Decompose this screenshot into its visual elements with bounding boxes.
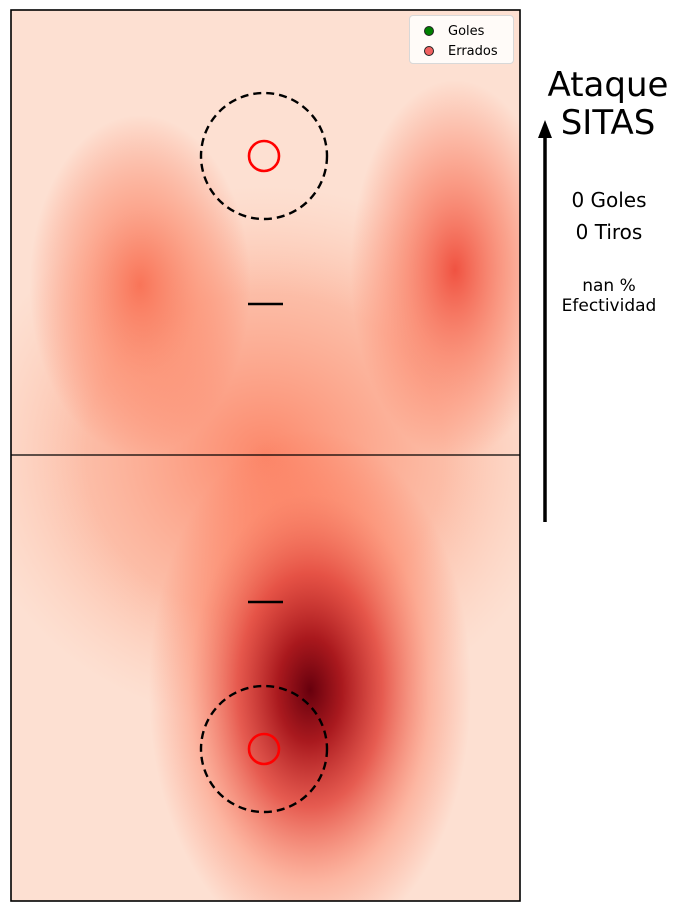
miss-marker-icon — [424, 46, 434, 56]
legend-item-errados: Errados — [424, 42, 498, 60]
effectiveness-value: nan % — [582, 276, 636, 296]
top-three-point-circle — [199, 91, 329, 221]
bottom-three-point-circle — [199, 684, 329, 814]
legend-label-goles: Goles — [448, 23, 485, 39]
goals-count: 0 Goles — [571, 188, 647, 212]
shots-count: 0 Tiros — [575, 220, 643, 244]
effectiveness-label: Efectividad — [561, 296, 657, 316]
team-title-line2: SITAS — [560, 103, 656, 143]
team-title-line1: Ataque — [547, 65, 669, 105]
attack-direction-arrow-icon — [538, 120, 552, 138]
court-border — [10, 9, 521, 902]
legend-label-errados: Errados — [448, 43, 498, 59]
chart-legend: Goles Errados — [409, 15, 514, 64]
bottom-hoop — [247, 732, 281, 766]
top-hoop — [247, 139, 281, 173]
goal-marker-icon — [424, 26, 434, 36]
legend-item-goles: Goles — [424, 22, 484, 40]
